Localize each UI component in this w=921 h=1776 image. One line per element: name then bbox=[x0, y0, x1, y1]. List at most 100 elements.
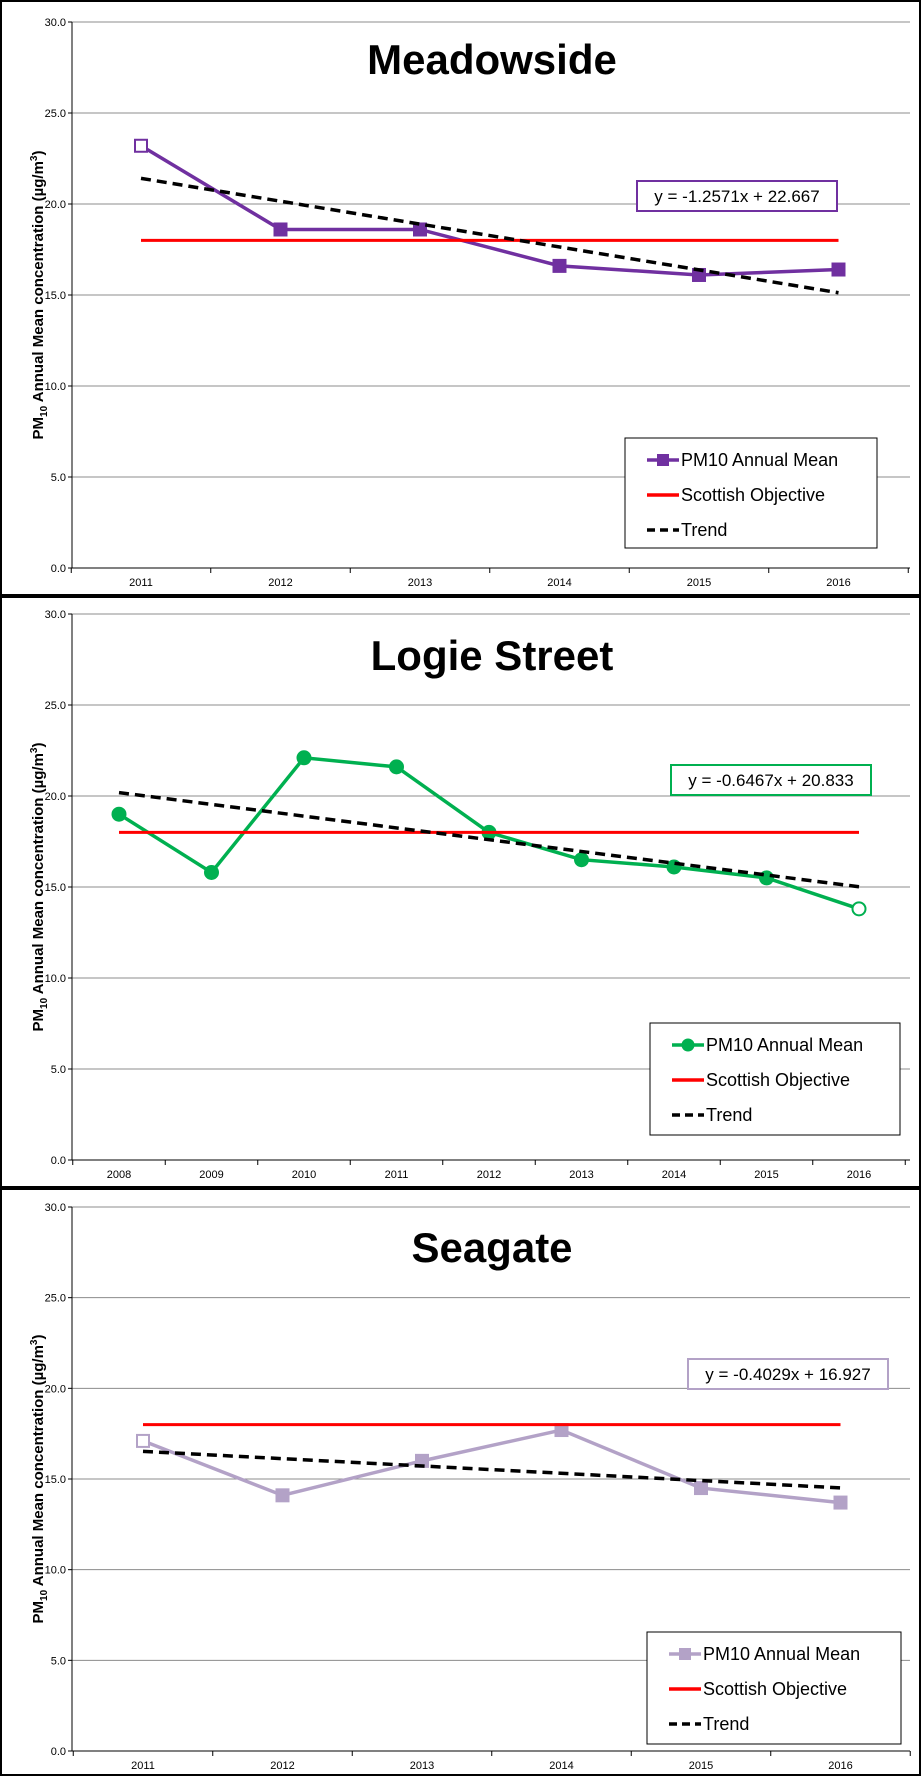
chart-seagate: 0.0 5.0 10.0 15.0 20.0 25.0 30.0 2011 2012 2013 20… bbox=[0, 1188, 921, 1776]
y-axis-label-part: 3 bbox=[29, 155, 40, 161]
data-point bbox=[275, 1488, 290, 1503]
x-tick-label: 2014 bbox=[549, 1760, 573, 1772]
chart-logie-street: 0.0 5.0 10.0 15.0 20.0 25.0 30.0 2008 2009 2010 20… bbox=[0, 596, 921, 1188]
x-tick-label: 2013 bbox=[410, 1760, 434, 1772]
legend-label: Scottish Objective bbox=[706, 1070, 850, 1090]
x-tick-label: 2016 bbox=[828, 1760, 852, 1772]
data-point bbox=[574, 852, 589, 868]
y-axis-label-part: 10 bbox=[39, 997, 50, 1009]
data-point bbox=[389, 759, 404, 775]
chart-title: Meadowside bbox=[367, 36, 617, 83]
legend-marker bbox=[681, 1038, 695, 1052]
y-tick-label: 15.0 bbox=[45, 882, 66, 894]
trend-equation-text: y = -0.4029x + 16.927 bbox=[705, 1365, 870, 1384]
legend-label: Trend bbox=[706, 1105, 752, 1125]
y-axis-label-part: 3 bbox=[29, 747, 40, 753]
y-tick-label: 0.0 bbox=[51, 563, 66, 575]
y-axis-label: PM10 Annual Mean concentration (µg/m3) bbox=[29, 151, 50, 440]
y-axis-label: PM10 Annual Mean concentration (µg/m3) bbox=[29, 743, 50, 1032]
y-tick-label: 25.0 bbox=[45, 108, 66, 120]
y-axis-label-part: 10 bbox=[39, 1589, 50, 1601]
legend: PM10 Annual Mean Scottish Objective Trend bbox=[649, 1022, 901, 1136]
x-tick-label: 2009 bbox=[199, 1169, 223, 1181]
x-tick-label: 2013 bbox=[408, 577, 432, 589]
x-tick-label: 2011 bbox=[129, 577, 153, 589]
y-axis-label-part: PM bbox=[30, 1009, 47, 1032]
x-tick-label: 2014 bbox=[547, 577, 571, 589]
legend: PM10 Annual Mean Scottish Objective Trend bbox=[624, 437, 878, 549]
legend-label: PM10 Annual Mean bbox=[703, 1644, 860, 1664]
legend-label: Trend bbox=[681, 520, 727, 540]
y-tick-label: 0.0 bbox=[51, 1155, 66, 1167]
y-tick-label: 5.0 bbox=[51, 472, 66, 484]
x-tick-label: 2015 bbox=[754, 1169, 778, 1181]
trend-equation: y = -0.4029x + 16.927 bbox=[687, 1358, 889, 1390]
chart-title: Logie Street bbox=[371, 632, 614, 679]
y-axis-label-part: ) bbox=[30, 151, 47, 156]
x-tick-label: 2016 bbox=[826, 577, 850, 589]
x-tick-label: 2011 bbox=[131, 1760, 155, 1772]
data-point bbox=[552, 258, 567, 273]
legend-label: PM10 Annual Mean bbox=[681, 450, 838, 470]
x-tick-label: 2012 bbox=[270, 1760, 294, 1772]
y-axis-label: PM10 Annual Mean concentration (µg/m3) bbox=[29, 1335, 50, 1624]
y-tick-label: 15.0 bbox=[45, 1474, 66, 1486]
trend-line bbox=[142, 1449, 841, 1490]
x-tick-label: 2014 bbox=[662, 1169, 686, 1181]
y-axis-label-part: 10 bbox=[39, 405, 50, 417]
data-point bbox=[413, 222, 427, 237]
x-tick-label: 2013 bbox=[569, 1169, 593, 1181]
y-axis-label-part: Annual Mean concentration (µg/m bbox=[30, 161, 47, 406]
y-tick-label: 15.0 bbox=[45, 290, 66, 302]
y-tick-label: 5.0 bbox=[51, 1064, 66, 1076]
y-tick-label: 0.0 bbox=[51, 1746, 66, 1758]
y-axis-label-part: 3 bbox=[29, 1339, 40, 1345]
data-point bbox=[831, 262, 846, 277]
x-tick-label: 2016 bbox=[847, 1169, 871, 1181]
data-point bbox=[134, 138, 148, 153]
y-axis-label-part: PM bbox=[30, 417, 47, 440]
y-tick-label: 30.0 bbox=[45, 609, 66, 621]
legend-label: PM10 Annual Mean bbox=[706, 1035, 863, 1055]
data-point bbox=[694, 1481, 708, 1496]
data-line bbox=[140, 144, 839, 277]
legend-label: Scottish Objective bbox=[703, 1679, 847, 1699]
trend-line bbox=[140, 176, 839, 295]
trend-equation: y = -0.6467x + 20.833 bbox=[670, 764, 872, 796]
y-axis-label-part: Annual Mean concentration (µg/m bbox=[30, 1345, 47, 1590]
y-axis-label-part: PM bbox=[30, 1601, 47, 1624]
chart-title: Seagate bbox=[411, 1224, 572, 1271]
legend-label: Scottish Objective bbox=[681, 485, 825, 505]
y-tick-label: 10.0 bbox=[45, 381, 66, 393]
data-point bbox=[273, 222, 288, 237]
legend: PM10 Annual Mean Scottish Objective Trend bbox=[646, 1631, 902, 1745]
trend-line bbox=[118, 790, 860, 889]
legend-marker bbox=[679, 1648, 691, 1660]
x-tick-label: 2015 bbox=[689, 1760, 713, 1772]
data-point bbox=[111, 806, 127, 822]
y-tick-label: 10.0 bbox=[45, 973, 66, 985]
trend-equation-box bbox=[670, 764, 872, 796]
trend-equation-text: y = -0.6467x + 20.833 bbox=[688, 771, 853, 790]
data-point bbox=[204, 864, 219, 880]
y-tick-label: 30.0 bbox=[45, 1202, 66, 1214]
y-axis-label-part: ) bbox=[30, 1335, 47, 1340]
trend-equation-box bbox=[636, 180, 838, 212]
x-tick-label: 2012 bbox=[477, 1169, 501, 1181]
x-tick-label: 2012 bbox=[268, 577, 292, 589]
y-tick-label: 20.0 bbox=[45, 199, 66, 211]
y-tick-label: 30.0 bbox=[45, 17, 66, 29]
y-tick-label: 20.0 bbox=[45, 1383, 66, 1395]
data-point bbox=[833, 1495, 848, 1510]
x-tick-label: 2015 bbox=[687, 577, 711, 589]
data-line bbox=[142, 1428, 841, 1505]
data-point bbox=[851, 901, 867, 917]
y-tick-label: 25.0 bbox=[45, 700, 66, 712]
trend-equation: y = -1.2571x + 22.667 bbox=[636, 180, 838, 212]
trend-equation-text: y = -1.2571x + 22.667 bbox=[654, 187, 819, 206]
y-axis-label-part: ) bbox=[30, 743, 47, 748]
x-tick-label: 2008 bbox=[107, 1169, 131, 1181]
legend-marker bbox=[657, 454, 669, 466]
y-axis-label-part: Annual Mean concentration (µg/m bbox=[30, 753, 47, 998]
